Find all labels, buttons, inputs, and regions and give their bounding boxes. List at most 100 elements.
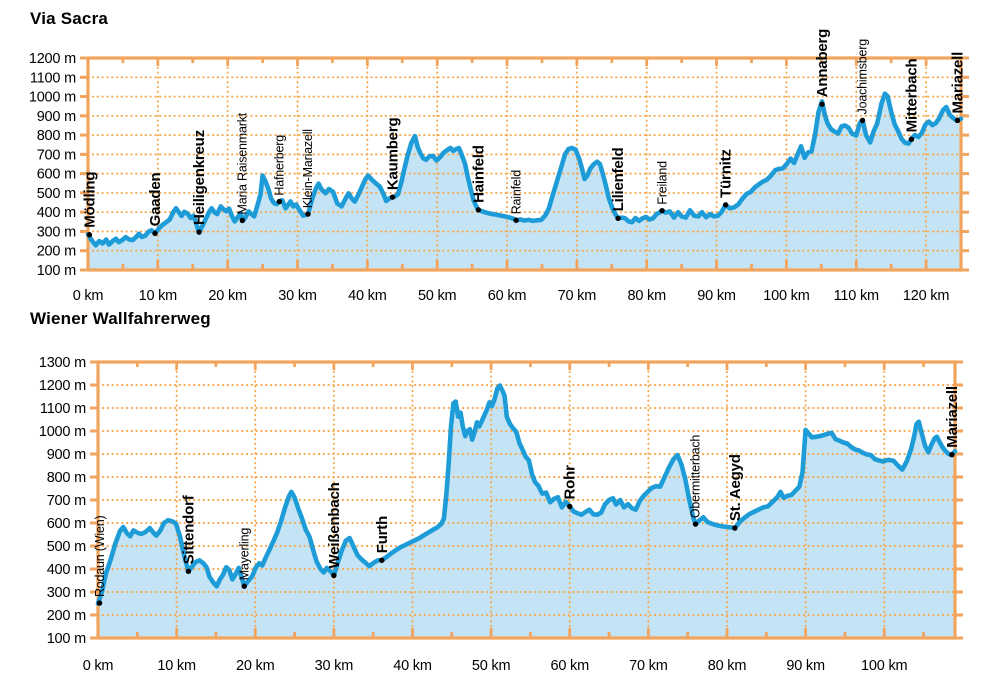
place-marker-dot bbox=[567, 503, 573, 510]
y-axis-label: 200 m bbox=[37, 244, 76, 260]
place-marker-dot bbox=[241, 583, 247, 589]
place-marker-dot bbox=[185, 568, 192, 574]
x-axis-label: 100 km bbox=[763, 288, 809, 304]
y-axis-label: 1000 m bbox=[39, 424, 86, 440]
place-marker-label: Sittendorf bbox=[180, 494, 197, 564]
x-axis-label: 20 km bbox=[236, 658, 275, 674]
x-axis-label: 10 km bbox=[139, 288, 178, 304]
place-marker-label: Furth bbox=[374, 516, 391, 553]
x-axis-label: 100 km bbox=[861, 658, 907, 674]
place-marker-label: Hafnerberg bbox=[273, 135, 287, 196]
place-marker-dot bbox=[475, 207, 482, 213]
place-marker-label: Kaumberg bbox=[385, 118, 402, 191]
place-marker-label: Joachimsberg bbox=[856, 39, 870, 115]
y-axis-label: 900 m bbox=[47, 447, 86, 463]
x-axis-label: 30 km bbox=[278, 288, 317, 304]
place-marker-label: Türnitz bbox=[718, 149, 735, 198]
place-marker-label: St. Aegyd bbox=[727, 454, 744, 521]
place-marker-dot bbox=[513, 217, 519, 223]
place-marker-label: Gaaden bbox=[147, 173, 164, 227]
place-marker-dot bbox=[389, 194, 396, 200]
y-axis-label: 1100 m bbox=[30, 70, 76, 86]
place-marker-dot bbox=[305, 211, 311, 217]
place-marker-dot bbox=[859, 117, 866, 124]
place-marker-label: Mitterbach bbox=[903, 58, 920, 132]
place-marker-dot bbox=[722, 202, 729, 208]
y-axis-label: 1200 m bbox=[39, 378, 86, 394]
y-axis-label: 1000 m bbox=[29, 90, 76, 106]
x-axis-label: 60 km bbox=[488, 288, 527, 304]
x-axis-label: 20 km bbox=[208, 288, 247, 304]
place-marker-dot bbox=[615, 215, 621, 222]
x-axis-label: 80 km bbox=[708, 658, 747, 674]
x-axis-label: 50 km bbox=[472, 658, 511, 674]
y-axis-label: 600 m bbox=[47, 516, 86, 532]
place-marker-dot bbox=[379, 557, 385, 563]
x-axis-label: 120 km bbox=[903, 288, 949, 304]
x-axis-label: 110 km bbox=[834, 288, 879, 304]
x-axis-label: 70 km bbox=[558, 288, 597, 304]
x-axis-label: 90 km bbox=[786, 658, 825, 674]
place-marker-label: Weißenbach bbox=[326, 482, 343, 568]
place-marker-label: Hainfeld bbox=[470, 145, 487, 203]
x-axis-label: 30 km bbox=[315, 658, 354, 674]
y-axis-label: 200 m bbox=[47, 608, 86, 624]
place-marker-label: Heiligenkreuz bbox=[191, 130, 208, 225]
place-marker-label: Klein-Mariazell bbox=[301, 129, 315, 208]
place-marker-label: Annaberg bbox=[814, 29, 831, 97]
y-axis-label: 100 m bbox=[47, 631, 86, 647]
place-marker-dot bbox=[908, 136, 915, 143]
place-marker-dot bbox=[86, 232, 93, 238]
chart-title-via-sacra: Via Sacra bbox=[30, 9, 109, 28]
chart-title-wiener-wallfahrerweg: Wiener Wallfahrerweg bbox=[30, 309, 211, 328]
place-marker-dot bbox=[659, 207, 665, 214]
y-axis-label: 1100 m bbox=[40, 401, 86, 417]
y-axis-label: 1200 m bbox=[29, 51, 76, 67]
y-axis-label: 800 m bbox=[47, 470, 86, 486]
place-marker-label: Obermitterbach bbox=[689, 435, 703, 519]
place-marker-label: Mariazell bbox=[944, 386, 961, 448]
y-axis-label: 100 m bbox=[37, 263, 76, 279]
place-marker-dot bbox=[96, 600, 103, 606]
x-axis-label: 0 km bbox=[83, 658, 114, 674]
place-marker-dot bbox=[331, 572, 337, 579]
place-marker-dot bbox=[954, 117, 961, 124]
place-marker-label: Rohr bbox=[562, 465, 579, 500]
place-marker-label: Mödling bbox=[81, 172, 98, 228]
y-axis-label: 900 m bbox=[37, 109, 76, 125]
y-axis-label: 400 m bbox=[37, 205, 76, 221]
place-marker-dot bbox=[692, 521, 699, 527]
x-axis-label: 70 km bbox=[629, 658, 668, 674]
place-marker-label: Rainfeld bbox=[509, 170, 523, 215]
elevation-profile-line bbox=[85, 91, 964, 248]
x-axis-label: 90 km bbox=[697, 288, 736, 304]
plot-frame bbox=[96, 360, 957, 640]
profile-area-fill bbox=[88, 93, 961, 270]
place-marker-label: Maria Raisenmarkt bbox=[236, 112, 250, 214]
y-axis-label: 1300 m bbox=[39, 355, 86, 371]
place-marker-dot bbox=[732, 525, 738, 531]
x-axis-label: 60 km bbox=[550, 658, 589, 674]
x-axis-label: 50 km bbox=[418, 288, 457, 304]
profile-area-fill bbox=[98, 385, 955, 638]
place-marker-label: Mayerling bbox=[237, 528, 251, 581]
y-axis-label: 500 m bbox=[47, 539, 86, 555]
place-marker-dot bbox=[819, 101, 825, 107]
place-marker-label: Lilienfeld bbox=[610, 147, 627, 211]
place-marker-dot bbox=[196, 229, 202, 235]
place-marker-label: Freiland bbox=[655, 161, 669, 205]
x-axis-label: 40 km bbox=[348, 288, 387, 304]
place-marker-label: Mariazell bbox=[950, 52, 967, 114]
y-axis-label: 500 m bbox=[37, 186, 76, 202]
x-axis-label: 10 km bbox=[157, 658, 196, 674]
x-axis-label: 80 km bbox=[627, 288, 666, 304]
y-axis-label: 400 m bbox=[47, 562, 86, 578]
x-axis-label: 0 km bbox=[73, 288, 104, 304]
place-marker-dot bbox=[276, 198, 283, 205]
place-marker-dot bbox=[239, 217, 246, 224]
plot-frame bbox=[86, 56, 963, 272]
place-marker-dot bbox=[152, 230, 158, 237]
y-axis-label: 300 m bbox=[37, 224, 76, 240]
